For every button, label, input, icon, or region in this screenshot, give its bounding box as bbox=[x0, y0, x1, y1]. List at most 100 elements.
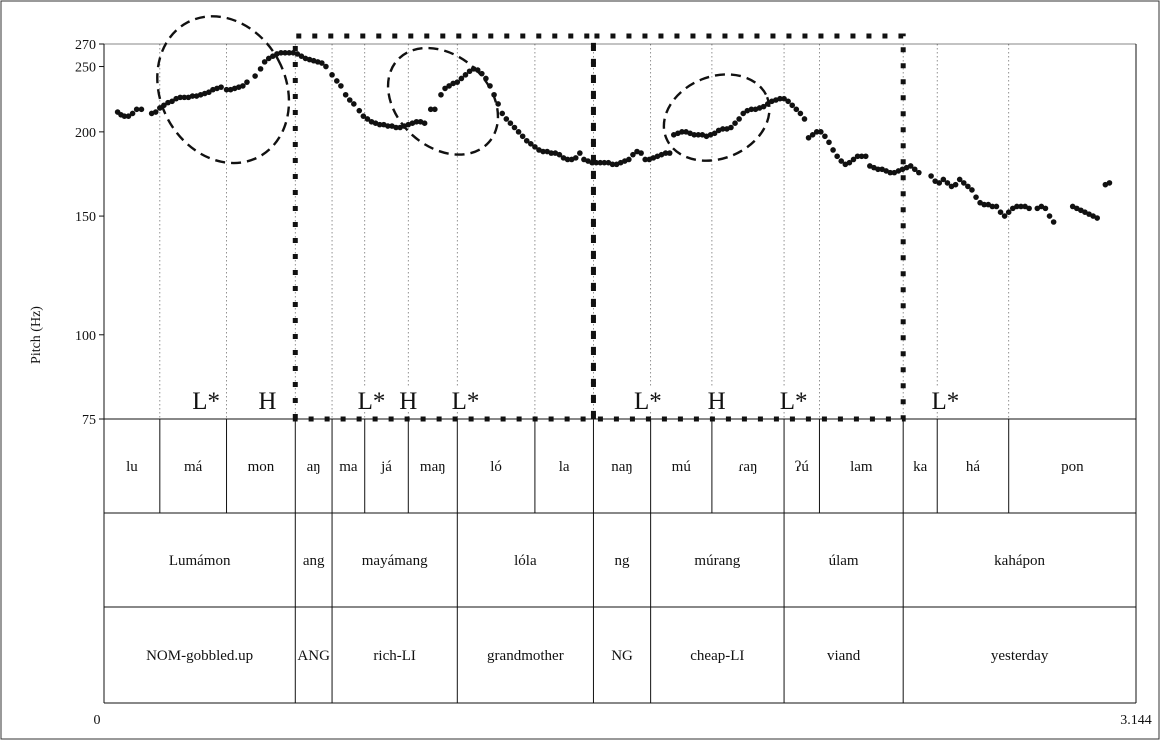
pitch-point bbox=[495, 101, 501, 107]
pitch-point bbox=[244, 79, 250, 85]
pitch-point bbox=[218, 84, 224, 90]
pitch-point bbox=[794, 107, 800, 113]
syllable-label: ló bbox=[490, 459, 502, 475]
gloss-label: NG bbox=[611, 648, 633, 664]
pitch-point bbox=[516, 129, 522, 135]
tone-label: L* bbox=[358, 388, 386, 415]
x-axis-end-label: 3.144 bbox=[1120, 713, 1152, 728]
pitch-point bbox=[998, 209, 1004, 215]
pitch-point bbox=[973, 194, 979, 200]
gloss-label: ANG bbox=[297, 648, 330, 664]
phrase-boundary-boxes bbox=[295, 36, 903, 419]
syllable-label: lam bbox=[850, 459, 873, 475]
syllable-label: ʔú bbox=[795, 459, 810, 475]
pitch-point bbox=[334, 78, 340, 84]
syllable-label: naŋ bbox=[611, 459, 633, 475]
pitch-point bbox=[577, 150, 583, 156]
pitch-point bbox=[356, 108, 362, 114]
pitch-point bbox=[438, 92, 444, 98]
pitch-point bbox=[1047, 213, 1053, 219]
word-label: mayámang bbox=[362, 553, 428, 569]
word-label: úlam bbox=[829, 553, 859, 569]
word-label: ng bbox=[615, 553, 631, 569]
phrase-box bbox=[593, 36, 903, 419]
tone-label: L* bbox=[780, 388, 808, 415]
prominence-ellipse bbox=[132, 0, 314, 186]
gloss-label: yesterday bbox=[991, 648, 1049, 664]
pitch-point bbox=[834, 153, 840, 159]
y-tick-label: 100 bbox=[75, 329, 96, 344]
pitch-point bbox=[1043, 206, 1049, 212]
phrase-box bbox=[295, 36, 593, 419]
pitch-point bbox=[1002, 213, 1008, 219]
pitch-point bbox=[499, 111, 505, 117]
pitch-point bbox=[1051, 219, 1057, 225]
syllable-label: mú bbox=[672, 459, 692, 475]
y-tick-label: 75 bbox=[82, 413, 96, 428]
pitch-point bbox=[329, 72, 335, 78]
pitch-point bbox=[130, 111, 136, 117]
pitch-point bbox=[798, 111, 804, 117]
syllable-label: aŋ bbox=[307, 459, 321, 475]
gloss-label: cheap-LI bbox=[690, 648, 744, 664]
pitch-point bbox=[826, 139, 832, 145]
annotation-tiers: lu má mon aŋ ma já maŋ ló la naŋ mú ɾaŋ ʔú lam ka há pon… bbox=[104, 44, 1136, 703]
tone-label: L* bbox=[192, 388, 220, 415]
pitch-point bbox=[573, 155, 579, 161]
pitch-point bbox=[512, 125, 518, 131]
pitch-point bbox=[323, 64, 329, 70]
pitch-point bbox=[732, 120, 738, 126]
pitch-point bbox=[134, 107, 140, 113]
syllable-label: la bbox=[559, 459, 570, 475]
gloss-label: viand bbox=[827, 648, 861, 664]
syllable-label: ka bbox=[913, 459, 928, 475]
pitch-point bbox=[916, 170, 922, 176]
tone-label: L* bbox=[452, 388, 480, 415]
pitch-point bbox=[1006, 209, 1012, 215]
pitch-point bbox=[928, 173, 934, 179]
prominence-ellipse bbox=[651, 59, 783, 176]
word-label: ang bbox=[303, 553, 325, 569]
pitch-point bbox=[822, 133, 828, 139]
pitch-point bbox=[258, 66, 264, 72]
pitch-point bbox=[422, 120, 428, 126]
tone-label: H bbox=[708, 388, 726, 415]
y-tick-label: 250 bbox=[75, 61, 96, 76]
word-label: kahápon bbox=[994, 553, 1045, 569]
tone-label: H bbox=[399, 388, 417, 415]
pitch-point bbox=[479, 71, 485, 77]
gloss-label: NOM-gobbled.up bbox=[146, 648, 253, 664]
pitch-points bbox=[115, 50, 1112, 225]
tone-label: H bbox=[258, 388, 276, 415]
pitch-point bbox=[483, 76, 489, 82]
syllable-label: há bbox=[966, 459, 981, 475]
pitch-point bbox=[728, 125, 734, 131]
syllable-label: já bbox=[380, 459, 392, 475]
pitch-point bbox=[1094, 215, 1100, 221]
syllable-gridlines bbox=[160, 44, 1009, 419]
pitch-point bbox=[1026, 206, 1032, 212]
pitch-point bbox=[969, 187, 975, 193]
pitch-point bbox=[504, 116, 510, 122]
tone-label: L* bbox=[932, 388, 960, 415]
pitch-point bbox=[351, 101, 357, 107]
syllable-label: lu bbox=[126, 459, 138, 475]
gloss-label: grandmother bbox=[487, 648, 564, 664]
pitch-point bbox=[338, 83, 344, 89]
pitch-point bbox=[638, 150, 644, 156]
syllable-label: pon bbox=[1061, 459, 1084, 475]
pitch-point bbox=[736, 116, 742, 122]
syllable-label: ma bbox=[339, 459, 358, 475]
pitch-point bbox=[830, 147, 836, 153]
syllable-label: maŋ bbox=[420, 459, 446, 475]
syllable-label: ɾaŋ bbox=[738, 459, 757, 475]
pitch-point bbox=[785, 99, 791, 105]
y-tick-label: 200 bbox=[75, 126, 96, 141]
pitch-point bbox=[520, 133, 526, 139]
pitch-point bbox=[347, 97, 353, 103]
pitch-point bbox=[789, 102, 795, 108]
syllable-label: má bbox=[184, 459, 203, 475]
word-label: múrang bbox=[694, 553, 740, 569]
pitch-point bbox=[667, 150, 673, 156]
